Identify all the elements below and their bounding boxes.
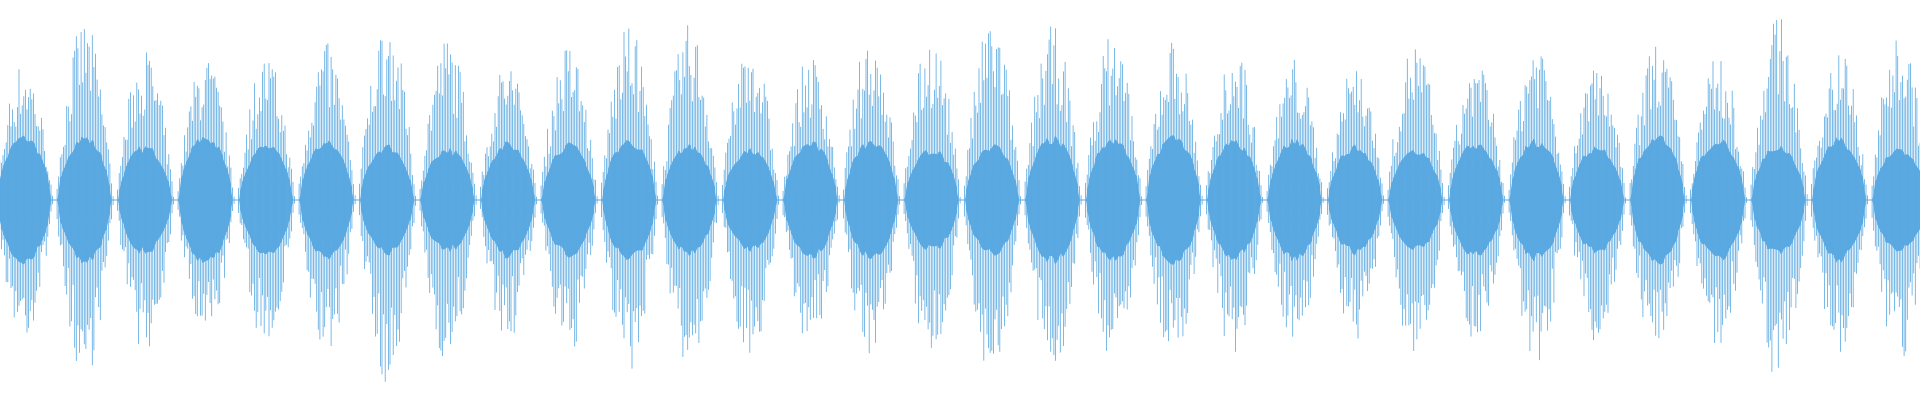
burst-strokes xyxy=(0,69,53,333)
burst-strokes xyxy=(117,52,174,347)
burst-strokes xyxy=(56,29,114,366)
burst-strokes xyxy=(1024,26,1082,361)
burst-strokes xyxy=(1871,40,1920,356)
burst-strokes xyxy=(1811,55,1868,352)
burst-strokes xyxy=(601,28,658,369)
burst-strokes xyxy=(782,60,840,334)
burst-strokes xyxy=(964,31,1021,361)
burst-strokes xyxy=(843,50,900,354)
burst-strokes xyxy=(1690,61,1747,343)
burst-strokes xyxy=(1508,56,1566,361)
burst-strokes xyxy=(480,71,537,333)
burst-strokes xyxy=(1266,59,1324,337)
burst-strokes xyxy=(298,43,356,346)
burst-strokes xyxy=(177,63,235,321)
burst-strokes xyxy=(1387,49,1445,351)
burst-strokes xyxy=(661,25,719,357)
burst-strokes xyxy=(1206,62,1263,352)
burst-strokes xyxy=(1085,39,1142,351)
burst-strokes xyxy=(238,63,295,337)
burst-strokes xyxy=(419,43,477,357)
burst-strokes xyxy=(1448,70,1505,337)
burst-strokes xyxy=(1629,46,1687,339)
burst-strokes xyxy=(1569,70,1626,341)
burst-strokes xyxy=(722,63,779,353)
burst-strokes xyxy=(1750,19,1808,372)
burst-strokes xyxy=(903,49,961,348)
burst-strokes xyxy=(540,50,598,347)
burst-strokes xyxy=(359,40,416,382)
burst-strokes xyxy=(1145,42,1203,342)
burst-strokes xyxy=(1327,71,1384,339)
